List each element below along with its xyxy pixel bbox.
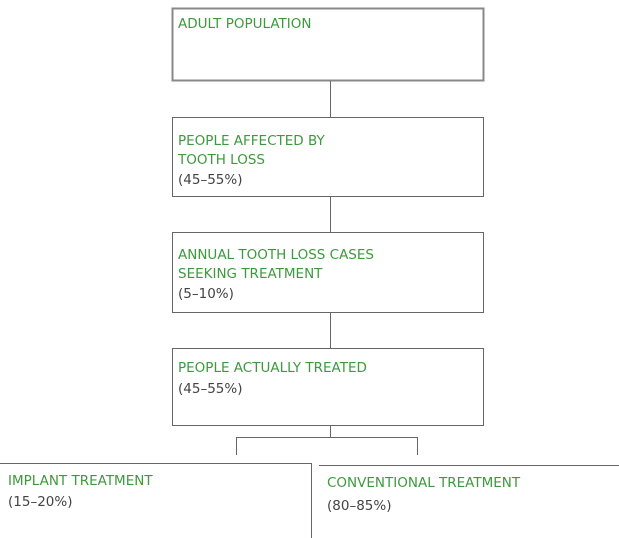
node-share: (45–55%) (178, 172, 242, 188)
node-label: PEOPLE ACTUALLY TREATED (178, 360, 367, 376)
node-share: (5–10%) (178, 286, 234, 302)
node-label: ANNUAL TOOTH LOSS CASES (178, 247, 374, 263)
node-share: (80–85%) (327, 498, 391, 514)
divider (0, 463, 312, 538)
node-label: IMPLANT TREATMENT (8, 473, 153, 489)
connector (236, 426, 418, 455)
node-label: PEOPLE AFFECTED BY (178, 133, 325, 149)
node-label: TOOTH LOSS (177, 152, 265, 168)
box (172, 117, 484, 197)
node-label: ADULT POPULATION (178, 16, 311, 32)
box (172, 348, 484, 426)
node-share: (15–20%) (8, 494, 72, 510)
box (172, 232, 484, 313)
node-share: (45–55%) (178, 381, 242, 397)
node-label: CONVENTIONAL TREATMENT (327, 475, 521, 491)
node-label: SEEKING TREATMENT (178, 266, 323, 282)
box (171, 7, 485, 82)
